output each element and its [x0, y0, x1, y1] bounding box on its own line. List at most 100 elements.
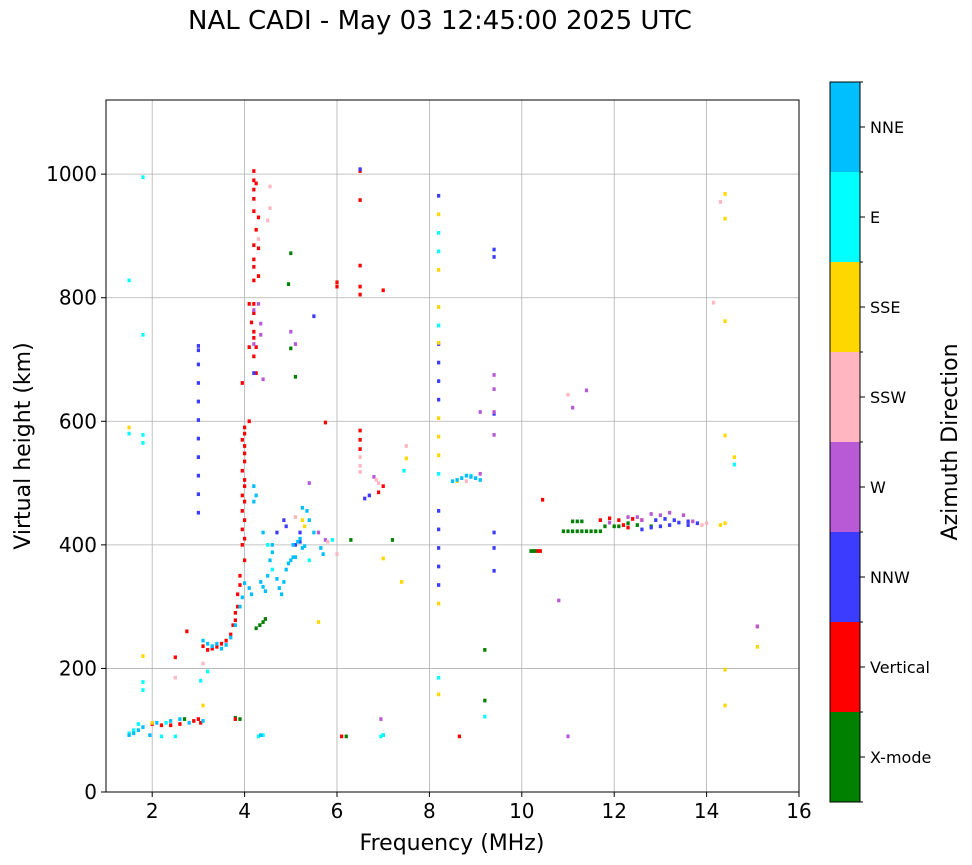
- echo-point: [303, 544, 307, 548]
- echo-point: [242, 425, 247, 430]
- echo-point: [464, 479, 468, 484]
- echo-point: [254, 345, 258, 349]
- echo-point: [640, 518, 644, 522]
- echo-point: [293, 515, 298, 519]
- echo-point: [316, 620, 321, 624]
- echo-point: [196, 455, 201, 459]
- echo-point: [254, 181, 258, 186]
- echo-point: [437, 564, 441, 569]
- echo-point: [240, 527, 244, 532]
- echo-point: [270, 543, 274, 547]
- echo-point: [686, 519, 690, 524]
- echo-point: [196, 348, 201, 353]
- echo-point: [254, 626, 258, 631]
- echo-point: [580, 519, 584, 524]
- echo-point: [668, 510, 672, 515]
- echo-point: [252, 257, 256, 262]
- echo-point: [358, 455, 362, 459]
- echo-point: [286, 282, 291, 286]
- echo-point: [718, 523, 723, 527]
- echo-point: [277, 586, 281, 590]
- echo-point: [252, 187, 256, 192]
- echo-point: [268, 558, 272, 563]
- echo-point: [492, 546, 496, 550]
- x-axis-label: Frequency (MHz): [360, 831, 545, 856]
- echo-point: [242, 459, 247, 464]
- echo-point: [437, 471, 441, 476]
- echo-point: [238, 604, 242, 609]
- echo-point: [242, 558, 247, 563]
- echo-point: [173, 734, 177, 739]
- echo-point: [266, 543, 270, 547]
- echo-point: [335, 284, 339, 289]
- echo-point: [437, 583, 441, 587]
- echo-point: [256, 302, 261, 306]
- chart-title: NAL CADI - May 03 12:45:00 2025 UTC: [188, 6, 692, 36]
- echo-point: [196, 717, 201, 721]
- echo-point: [626, 521, 630, 526]
- echo-point: [349, 538, 353, 542]
- echo-point: [259, 733, 263, 738]
- echo-point: [723, 319, 727, 324]
- echo-point: [201, 703, 205, 708]
- echo-point: [437, 416, 441, 421]
- echo-point: [594, 529, 598, 534]
- echo-point: [367, 493, 371, 498]
- echo-point: [293, 555, 298, 560]
- echo-point: [185, 629, 189, 634]
- echo-point: [654, 518, 658, 522]
- echo-point: [219, 646, 224, 651]
- echo-point: [723, 216, 727, 221]
- echo-point: [259, 321, 263, 326]
- colorbar-segment: [830, 442, 860, 532]
- echo-point: [247, 345, 251, 349]
- echo-point: [266, 218, 270, 223]
- echo-point: [381, 733, 385, 738]
- echo-point: [169, 719, 173, 723]
- echo-point: [404, 456, 408, 461]
- echo-point: [192, 719, 196, 723]
- echo-point: [291, 555, 295, 560]
- echo-point: [437, 193, 441, 198]
- echo-point: [132, 731, 136, 736]
- echo-point: [242, 581, 247, 586]
- echo-point: [469, 475, 473, 479]
- echo-point: [358, 470, 362, 474]
- echo-point: [242, 444, 247, 448]
- echo-point: [330, 538, 334, 542]
- echo-point: [136, 728, 140, 733]
- echo-point: [268, 184, 272, 189]
- plot-area: [106, 100, 799, 792]
- echo-point: [169, 723, 173, 728]
- echo-point: [319, 546, 323, 550]
- echo-point: [540, 497, 545, 502]
- echo-point: [381, 556, 385, 561]
- echo-point: [437, 601, 441, 606]
- echo-point: [649, 512, 653, 516]
- echo-point: [492, 433, 496, 437]
- echo-point: [141, 175, 145, 180]
- echo-point: [155, 720, 159, 725]
- echo-point: [159, 723, 164, 728]
- echo-point: [300, 546, 304, 550]
- echo-point: [677, 520, 681, 525]
- echo-point: [141, 688, 145, 692]
- echo-point: [312, 530, 316, 535]
- echo-point: [437, 527, 441, 532]
- echo-point: [437, 323, 441, 328]
- echo-point: [492, 255, 496, 259]
- echo-point: [201, 719, 205, 723]
- echo-point: [286, 561, 291, 566]
- echo-point: [196, 492, 201, 497]
- echo-point: [247, 302, 251, 306]
- echo-point: [437, 268, 441, 272]
- echo-point: [132, 728, 136, 733]
- echo-point: [663, 517, 667, 521]
- echo-point: [492, 410, 496, 414]
- echo-point: [263, 617, 268, 621]
- echo-point: [307, 558, 311, 563]
- echo-point: [252, 371, 256, 375]
- echo-point: [457, 734, 462, 739]
- echo-point: [534, 549, 538, 553]
- colorbar-segment: [830, 622, 860, 712]
